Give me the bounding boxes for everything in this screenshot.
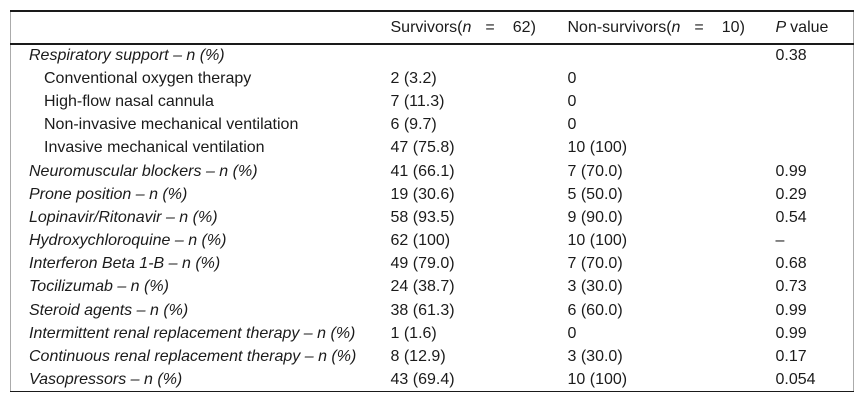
header-non-survivors: Non-survivors(n = 10): [567, 10, 776, 45]
header-p-symbol: P: [775, 18, 787, 36]
survivors-value-cell: [391, 44, 568, 67]
table-row: Intermittent renal replacement therapy –…: [11, 322, 854, 345]
survivors-value-cell: 38 (61.3): [390, 301, 455, 319]
p-value-cell: 0.99: [775, 162, 807, 180]
survivors-value-cell: 7 (11.3): [390, 92, 445, 110]
non-survivors-value-cell: 10 (100): [567, 139, 628, 157]
row-label-cell: Intermittent renal replacement therapy –…: [29, 324, 356, 342]
table-row: Respiratory support – n (%) 0.38: [11, 44, 854, 67]
row-label-cell: Respiratory support – n (%): [29, 47, 225, 65]
header-p-value-label: value: [790, 18, 829, 36]
header-non-survivors-count: 10): [721, 18, 745, 36]
header-non-survivors-equals: =: [694, 18, 704, 36]
table-row: Hydroxychloroquine – n (%) 62 (100) 10 (…: [11, 230, 854, 253]
header-survivors-equals: =: [485, 18, 495, 36]
table-body: Respiratory support – n (%) 0.38 Convent…: [11, 44, 854, 392]
p-value-cell: 0.38: [775, 47, 807, 65]
row-label-cell: Continuous renal replacement therapy – n…: [29, 348, 357, 366]
table-row: Conventional oxygen therapy 2 (3.2) 0: [11, 67, 854, 90]
non-survivors-value-cell: 9 (90.0): [567, 208, 623, 226]
table-row: Tocilizumab – n (%) 24 (38.7) 3 (30.0) 0…: [11, 276, 854, 299]
survivors-value-cell: 24 (38.7): [390, 278, 455, 296]
table-row: Lopinavir/Ritonavir – n (%) 58 (93.5) 9 …: [11, 206, 854, 229]
survivors-value-cell: 62 (100): [390, 232, 451, 250]
row-label-cell: Tocilizumab – n (%): [29, 278, 169, 296]
table-row: Prone position – n (%) 19 (30.6) 5 (50.0…: [11, 183, 854, 206]
row-label-cell: Neuromuscular blockers – n (%): [29, 162, 258, 180]
non-survivors-value-cell: 7 (70.0): [567, 255, 623, 273]
p-value-cell: 0.17: [775, 348, 807, 366]
survivors-value-cell: 19 (30.6): [390, 185, 455, 203]
row-label-cell: Hydroxychloroquine – n (%): [29, 232, 227, 250]
row-label-cell: Steroid agents – n (%): [29, 301, 189, 319]
p-value-cell: [776, 67, 854, 90]
non-survivors-value-cell: 0: [567, 69, 577, 87]
header-survivors-prefix: Survivors(: [390, 18, 463, 36]
survivors-value-cell: 43 (69.4): [390, 370, 455, 388]
p-value-cell: 0.99: [775, 301, 807, 319]
table-row: Interferon Beta 1-B – n (%) 49 (79.0) 7 …: [11, 253, 854, 276]
row-label-cell: High-flow nasal cannula: [44, 92, 214, 110]
non-survivors-value-cell: 3 (30.0): [567, 278, 623, 296]
table-row: Non-invasive mechanical ventilation 6 (9…: [11, 114, 854, 137]
table-row: Neuromuscular blockers – n (%) 41 (66.1)…: [11, 160, 854, 183]
row-label-cell: Lopinavir/Ritonavir – n (%): [29, 208, 218, 226]
header-label-column: [10, 10, 391, 45]
header-survivors-count: 62): [512, 18, 536, 36]
header-non-survivors-n-symbol: n: [671, 18, 681, 36]
survivors-value-cell: 49 (79.0): [390, 255, 455, 273]
non-survivors-value-cell: 3 (30.0): [567, 348, 623, 366]
header-survivors: Survivors(n = 62): [390, 10, 568, 45]
survivors-value-cell: 1 (1.6): [390, 324, 437, 342]
p-value-cell: 0.73: [775, 278, 807, 296]
row-label-cell: Interferon Beta 1-B – n (%): [29, 255, 221, 273]
table-row: Steroid agents – n (%) 38 (61.3) 6 (60.0…: [11, 299, 854, 322]
p-value-cell: 0.99: [775, 324, 807, 342]
p-value-cell: 0.29: [775, 185, 807, 203]
header-survivors-n-symbol: n: [462, 18, 472, 36]
non-survivors-value-cell: 0: [567, 116, 577, 134]
non-survivors-value-cell: 5 (50.0): [567, 185, 623, 203]
non-survivors-value-cell: 10 (100): [567, 370, 628, 388]
row-label-cell: Invasive mechanical ventilation: [44, 139, 265, 157]
row-label-cell: Prone position – n (%): [29, 185, 188, 203]
table-row: Continuous renal replacement therapy – n…: [11, 345, 854, 368]
non-survivors-value-cell: 7 (70.0): [567, 162, 623, 180]
p-value-cell: 0.68: [775, 255, 807, 273]
survivors-value-cell: 58 (93.5): [390, 208, 455, 226]
survivors-value-cell: 8 (12.9): [390, 348, 446, 366]
row-label-cell: Vasopressors – n (%): [29, 370, 183, 388]
non-survivors-value-cell: 0: [567, 92, 577, 110]
survivors-value-cell: 6 (9.7): [390, 116, 437, 134]
non-survivors-value-cell: 0: [567, 324, 577, 342]
row-label-cell: Non-invasive mechanical ventilation: [44, 116, 299, 134]
p-value-cell: 0.054: [775, 370, 816, 388]
p-value-cell: [776, 114, 854, 137]
survivors-value-cell: 41 (66.1): [390, 162, 455, 180]
non-survivors-value-cell: 6 (60.0): [567, 301, 623, 319]
table-row: Invasive mechanical ventilation 47 (75.8…: [11, 137, 854, 160]
table-row: High-flow nasal cannula 7 (11.3) 0: [11, 90, 854, 113]
p-value-cell: –: [775, 232, 785, 250]
p-value-cell: [776, 137, 854, 160]
header-non-survivors-prefix: Non-survivors(: [567, 18, 672, 36]
survivors-value-cell: 47 (75.8): [390, 139, 455, 157]
row-label-cell: Conventional oxygen therapy: [44, 69, 252, 87]
table-row: Vasopressors – n (%) 43 (69.4) 10 (100) …: [11, 369, 854, 392]
p-value-cell: 0.54: [775, 208, 807, 226]
non-survivors-value-cell: [568, 44, 776, 67]
survivors-value-cell: 2 (3.2): [390, 69, 437, 87]
non-survivors-value-cell: 10 (100): [567, 232, 628, 250]
p-value-cell: [776, 90, 854, 113]
